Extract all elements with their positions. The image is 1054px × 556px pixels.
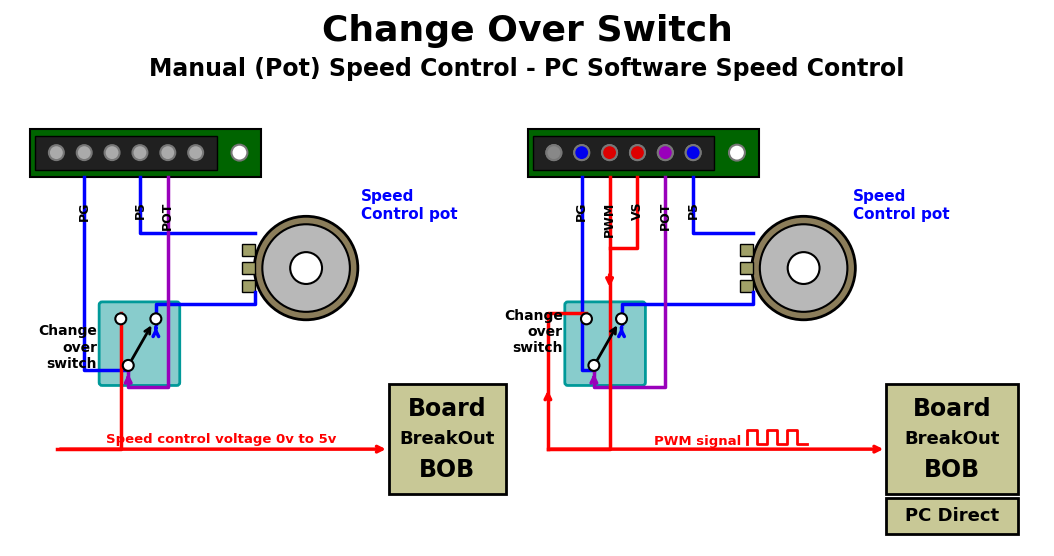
FancyBboxPatch shape <box>99 302 180 385</box>
Bar <box>886 384 1017 494</box>
Circle shape <box>77 145 92 160</box>
Circle shape <box>602 145 617 160</box>
Text: Change Over Switch: Change Over Switch <box>321 14 733 48</box>
Circle shape <box>133 145 148 160</box>
Text: P5: P5 <box>686 201 700 219</box>
Text: Manual (Pot) Speed Control - PC Software Speed Control: Manual (Pot) Speed Control - PC Software… <box>150 57 904 81</box>
Circle shape <box>104 145 119 160</box>
FancyBboxPatch shape <box>565 302 645 385</box>
Text: Change
over
switch: Change over switch <box>38 324 97 371</box>
Bar <box>740 262 753 274</box>
Text: Board: Board <box>408 396 487 420</box>
Text: Speed
Control pot: Speed Control pot <box>854 189 950 221</box>
Bar <box>242 244 255 256</box>
Circle shape <box>122 360 134 371</box>
Bar <box>740 244 753 256</box>
Circle shape <box>574 145 589 160</box>
Circle shape <box>630 145 645 160</box>
Circle shape <box>729 145 745 161</box>
Text: Speed control voltage 0v to 5v: Speed control voltage 0v to 5v <box>106 433 336 446</box>
Circle shape <box>115 314 126 324</box>
Text: Speed
Control pot: Speed Control pot <box>360 189 457 221</box>
Circle shape <box>290 252 323 284</box>
Text: Board: Board <box>913 396 991 420</box>
Circle shape <box>574 145 589 160</box>
Text: POT: POT <box>659 201 671 230</box>
Text: BOB: BOB <box>419 458 475 482</box>
Circle shape <box>151 314 161 324</box>
Circle shape <box>262 224 350 312</box>
Circle shape <box>189 145 203 160</box>
Bar <box>36 136 216 170</box>
Circle shape <box>48 145 64 160</box>
Circle shape <box>658 145 672 160</box>
Circle shape <box>546 145 562 160</box>
Bar <box>533 136 714 170</box>
Circle shape <box>588 360 600 371</box>
Circle shape <box>232 145 248 161</box>
Circle shape <box>616 314 627 324</box>
Text: PWM signal: PWM signal <box>655 435 742 448</box>
Circle shape <box>658 145 672 160</box>
Bar <box>389 384 506 494</box>
Circle shape <box>581 314 592 324</box>
Text: POT: POT <box>161 201 174 230</box>
Circle shape <box>686 145 701 160</box>
Text: BreakOut: BreakOut <box>399 430 495 448</box>
Text: BOB: BOB <box>923 458 980 482</box>
Text: BreakOut: BreakOut <box>904 430 999 448</box>
Text: VS: VS <box>631 201 644 220</box>
Circle shape <box>602 145 617 160</box>
Text: PG: PG <box>78 201 91 221</box>
Circle shape <box>546 145 562 160</box>
Bar <box>31 129 261 176</box>
Circle shape <box>787 252 820 284</box>
Bar <box>242 280 255 292</box>
Text: PC Direct: PC Direct <box>904 507 999 525</box>
Circle shape <box>752 216 856 320</box>
Circle shape <box>630 145 645 160</box>
Circle shape <box>254 216 358 320</box>
Circle shape <box>686 145 701 160</box>
Text: PG: PG <box>575 201 588 221</box>
Circle shape <box>160 145 175 160</box>
Bar <box>528 129 759 176</box>
Text: Change
over
switch: Change over switch <box>504 309 563 355</box>
Text: P5: P5 <box>134 201 147 219</box>
Bar <box>740 280 753 292</box>
Text: PWM: PWM <box>603 201 617 237</box>
Bar <box>886 498 1017 534</box>
Circle shape <box>760 224 847 312</box>
Bar <box>242 262 255 274</box>
